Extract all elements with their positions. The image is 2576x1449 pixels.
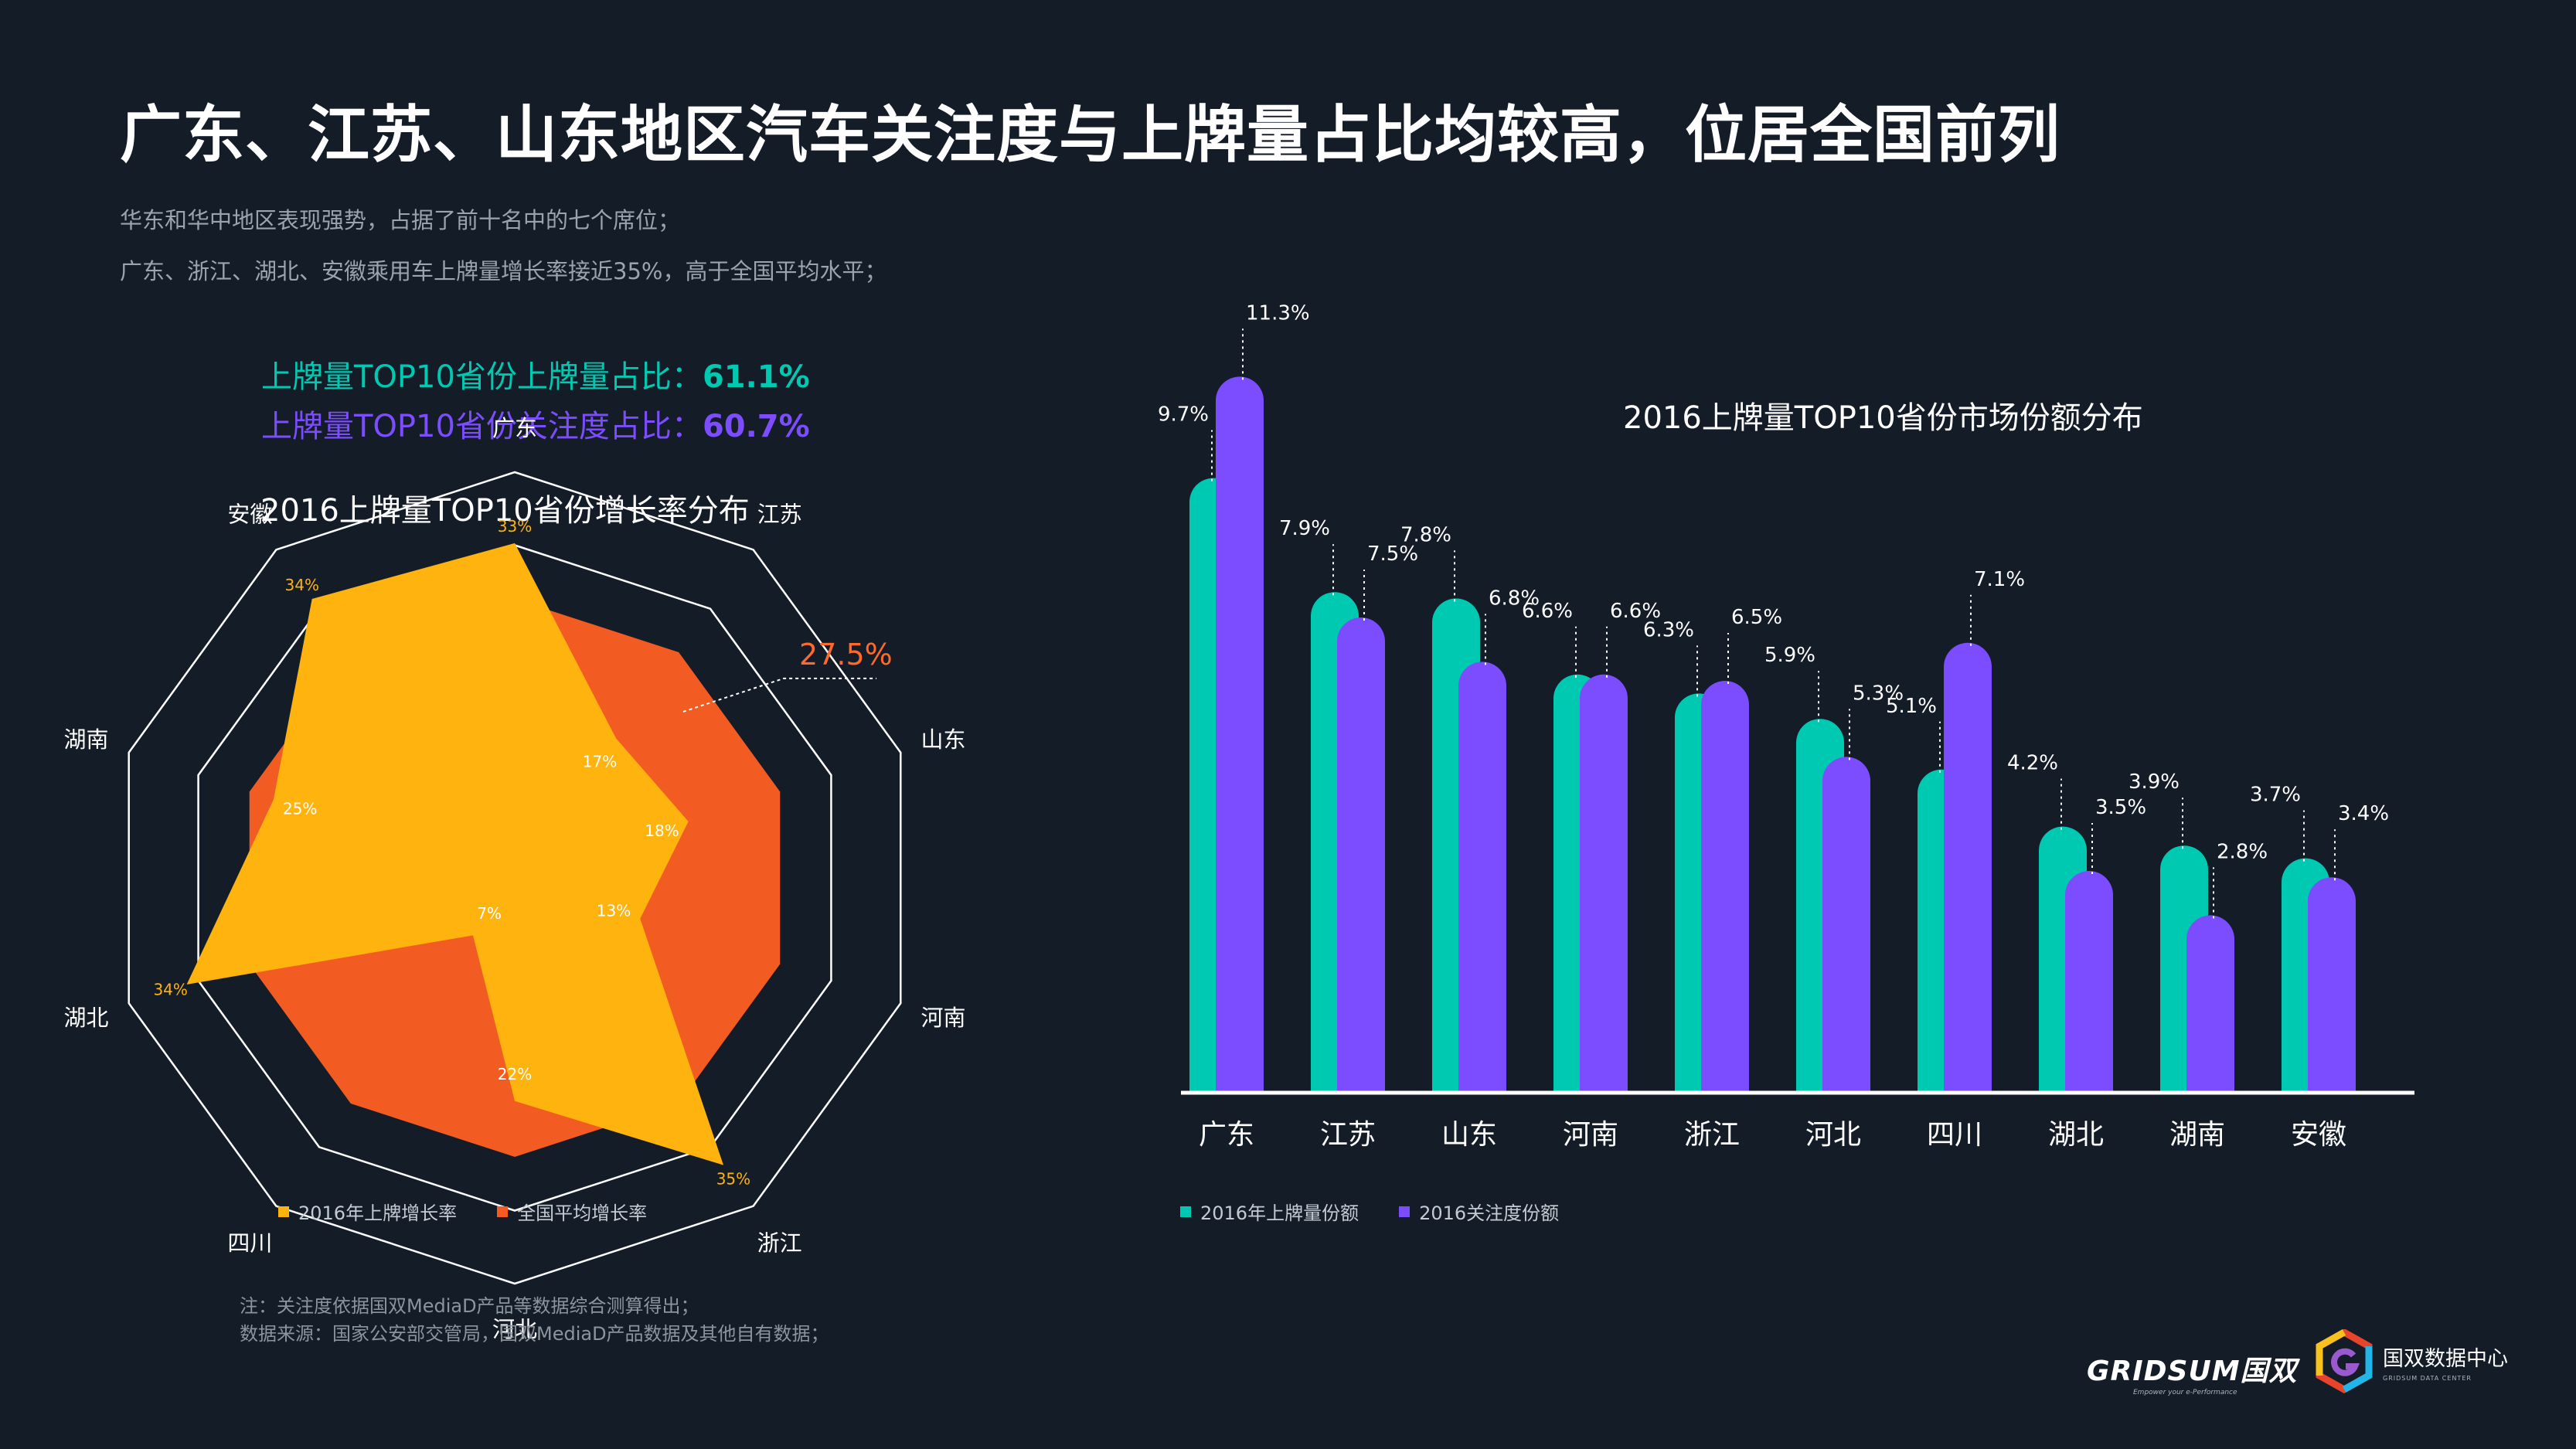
legend-swatch-teal — [1180, 1206, 1191, 1217]
hexagon-g-logo-icon — [2316, 1329, 2373, 1394]
bar-1-0 — [1216, 376, 1264, 1093]
radar-growth-area — [186, 543, 724, 1165]
bar-1-9 — [2308, 877, 2356, 1093]
att-share-stat: 上牌量TOP10省份关注度占比：60.7% — [261, 401, 810, 446]
bar-category-label-7: 湖北 — [2048, 1119, 2104, 1151]
bar-legend-item-registration: 2016年上牌量份额 — [1180, 1198, 1359, 1225]
bar-category-label-6: 四川 — [1927, 1119, 1982, 1151]
radar-value-label-3: 13% — [597, 902, 631, 920]
bar-1-1 — [1337, 617, 1385, 1093]
bar-1-8 — [2186, 915, 2234, 1093]
subtitle-line-2: 广东、浙江、湖北、安徽乘用车上牌量增长率接近35%，高于全国平均水平； — [120, 258, 887, 284]
radar-legend-item-national: 全国平均增长率 — [497, 1198, 647, 1225]
radar-axis-label-8: 湖南 — [64, 726, 109, 753]
radar-axis-label-7: 湖北 — [64, 1005, 109, 1031]
legend-swatch-purple — [1399, 1206, 1411, 1217]
bar-value-label-0-8: 3.9% — [2129, 770, 2180, 794]
bar-1-3 — [1580, 674, 1628, 1093]
data-center-logo-text: 国双数据中心 — [2383, 1347, 2508, 1371]
legend-swatch-yellow — [278, 1206, 289, 1217]
gridsum-logo-text: GRIDSUM国双 — [2087, 1355, 2298, 1387]
bar-category-label-9: 安徽 — [2291, 1119, 2346, 1151]
bar-1-5 — [1822, 757, 1870, 1093]
bar-value-label-1-4: 6.5% — [1731, 606, 1782, 629]
radar-value-label-1: 17% — [583, 753, 617, 771]
reg-share-stat: 上牌量TOP10省份上牌量占比：61.1% — [261, 352, 810, 396]
bar-value-label-1-3: 6.6% — [1610, 600, 1661, 623]
radar-grid-ring-0 — [128, 471, 902, 1285]
radar-value-label-2: 18% — [645, 821, 679, 840]
bar-value-label-0-1: 7.9% — [1279, 517, 1330, 540]
bar-value-label-1-7: 3.5% — [2095, 796, 2146, 819]
radar-axis-label-4: 浙江 — [757, 1230, 802, 1257]
radar-value-label-6: 7% — [477, 904, 502, 923]
bar-legend-item-attention: 2016关注度份额 — [1399, 1198, 1559, 1225]
bar-value-label-1-2: 6.8% — [1489, 587, 1540, 610]
bar-category-label-3: 河南 — [1563, 1119, 1618, 1151]
att-share-label: 上牌量TOP10省份关注度占比： — [261, 409, 703, 444]
bar-value-label-1-0: 11.3% — [1246, 301, 1310, 325]
bar-value-label-1-6: 7.1% — [1974, 568, 2025, 591]
bar-value-label-0-0: 9.7% — [1158, 403, 1209, 427]
gridsum-logo-tagline: Empower your e-Performance — [2133, 1389, 2237, 1396]
data-center-logo-en: GRIDSUM DATA CENTER — [2383, 1375, 2472, 1382]
radar-value-label-7: 34% — [153, 981, 187, 999]
radar-axis-label-2: 山东 — [920, 726, 965, 753]
bar-legend: 2016年上牌量份额 2016关注度份额 — [1180, 1198, 1599, 1225]
radar-axis-label-3: 河南 — [920, 1005, 965, 1031]
att-share-value: 60.7% — [702, 409, 810, 444]
radar-value-label-4: 35% — [716, 1169, 750, 1188]
bar-category-label-5: 河北 — [1805, 1119, 1861, 1151]
bar-value-label-0-2: 7.8% — [1400, 523, 1451, 546]
radar-legend-item-growth: 2016年上牌增长率 — [278, 1198, 457, 1225]
radar-value-label-5: 22% — [498, 1065, 532, 1083]
radar-chart: 33% 17% 18% 13% 35% 22% 7% 34% 25% 34% 广东江苏山东河南浙江河… — [64, 415, 966, 1342]
radar-axis-label-5: 河北 — [492, 1316, 537, 1342]
bar-category-label-0: 广东 — [1199, 1119, 1254, 1151]
bar-value-label-1-5: 5.3% — [1853, 682, 1904, 705]
bar-category-label-8: 湖南 — [2169, 1119, 2225, 1151]
bar-category-label-2: 山东 — [1441, 1119, 1497, 1151]
radar-value-label-0: 33% — [498, 517, 532, 536]
data-center-logo: 国双数据中心 GRIDSUM DATA CENTER — [2315, 1329, 2508, 1394]
bar-value-label-0-6: 5.1% — [1886, 695, 1937, 718]
bar-value-label-0-5: 5.9% — [1764, 644, 1815, 667]
bar-value-label-0-3: 6.6% — [1522, 600, 1573, 623]
bar-value-label-1-8: 2.8% — [2217, 840, 2268, 863]
radar-value-label-9: 34% — [285, 576, 319, 594]
radar-average-callout-line — [682, 677, 877, 713]
radar-grid-ring-1 — [197, 544, 832, 1212]
bar-1-6 — [1944, 642, 1992, 1093]
reg-share-label: 上牌量TOP10省份上牌量占比： — [261, 359, 703, 395]
footnote-2: 数据来源：国家公安部交管局，国双MediaD产品数据及其他自有数据； — [240, 1323, 829, 1345]
radar-axis-label-9: 安徽 — [227, 501, 272, 527]
gridsum-logo: GRIDSUM国双 Empower your e-Performance — [2087, 1349, 2298, 1396]
bar-value-label-0-4: 6.3% — [1643, 618, 1694, 641]
bar-value-label-1-1: 7.5% — [1367, 543, 1418, 566]
legend-swatch-orange — [497, 1206, 509, 1217]
bar-value-label-0-7: 4.2% — [2007, 752, 2058, 775]
bar-value-label-0-9: 3.7% — [2250, 784, 2301, 807]
radar-legend: 2016年上牌增长率 全国平均增长率 — [278, 1198, 687, 1225]
bar-category-label-1: 江苏 — [1320, 1119, 1376, 1151]
reg-share-value: 61.1% — [702, 359, 810, 395]
radar-value-label-8: 25% — [283, 800, 317, 818]
page-title: 广东、江苏、山东地区汽车关注度与上牌量占比均较高，位居全国前列 — [120, 99, 2060, 171]
radar-average-callout-label: 27.5% — [799, 638, 893, 672]
footnote-1: 注：关注度依据国双MediaD产品等数据综合测算得出； — [240, 1295, 699, 1317]
radar-axis-label-0: 广东 — [492, 415, 537, 441]
bar-1-4 — [1701, 681, 1749, 1093]
bar-1-2 — [1458, 662, 1506, 1093]
radar-axis-label-1: 江苏 — [757, 501, 802, 527]
bar-1-7 — [2065, 871, 2113, 1093]
bar-category-label-4: 浙江 — [1684, 1119, 1740, 1151]
radar-axis-label-6: 四川 — [227, 1230, 272, 1257]
bar-chart: 9.7% 11.3% 广东 7.9% 7.5% 江苏 7.8% 6.8% 山东 6.6% 6.6% 河… — [1158, 301, 2414, 1151]
bar-chart-title: 2016上牌量TOP10省份市场份额分布 — [1623, 400, 2143, 436]
bar-value-label-1-9: 3.4% — [2338, 802, 2389, 825]
subtitle-line-1: 华东和华中地区表现强势，占据了前十名中的七个席位； — [120, 207, 681, 233]
